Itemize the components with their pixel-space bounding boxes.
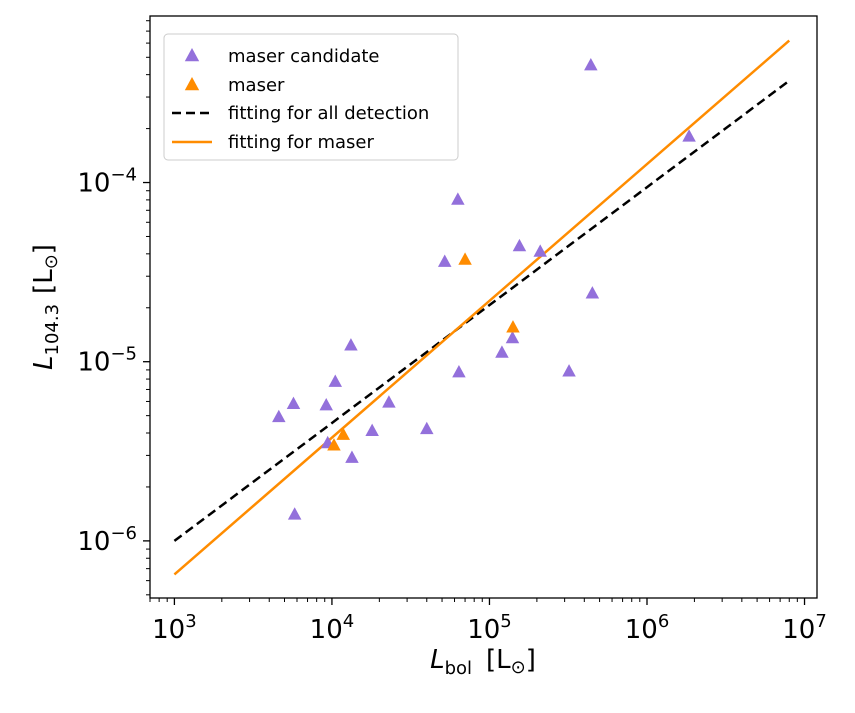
legend-item-fit-all: fitting for all detection [172,103,429,124]
fit-line-fitting-for-maser [173,39,791,576]
x-axis-label-main: L [430,645,445,675]
x-axis-label-sub: bol [445,658,472,679]
data-point-maser [506,320,520,333]
data-point-maser-candidate [585,286,600,299]
series-layer [173,39,791,576]
fit-line-fitting-for-all-detection [173,79,791,542]
legend-item-maser-candidate: maser candidate [184,46,380,67]
legend-item-fit-maser: fitting for maser [172,132,374,153]
y-tick-label: 10−5 [77,344,137,378]
data-point-maser-candidate [562,364,576,377]
x-tick-label: 107 [782,611,827,645]
data-point-maser-candidate [319,397,333,411]
data-point-maser-candidate [286,396,301,409]
data-point-maser [336,427,351,440]
y-axis-label-sub: 104.3 [42,304,63,356]
x-axis-label-unit-sub: ⊙ [511,657,526,678]
data-point-maser-candidate [365,423,379,436]
y-axis-label: L104.3 [L⊙] [29,244,63,370]
x-tick-label: 105 [467,611,512,645]
y-axis-label-unit-sub: ⊙ [41,254,62,269]
x-axis-label-unit-close: ] [526,645,536,675]
data-point-maser-candidate [512,238,527,252]
legend-label-fit-maser: fitting for maser [228,132,374,153]
data-point-maser-candidate [382,395,396,408]
x-axis-label: Lbol [L⊙] [430,645,536,679]
legend-box [163,33,459,161]
x-tick-label: 104 [310,611,355,645]
y-axis-label-unit-close: ] [29,244,59,254]
x-tick-label: 103 [152,611,197,645]
data-point-maser-candidate [345,450,359,463]
data-point-maser-candidate [420,421,434,435]
y-axis-label-main: L [29,355,59,370]
legend-item-maser: maser [184,75,285,96]
legend-label-fit-all: fitting for all detection [228,103,429,124]
data-point-maser-candidate [344,338,358,351]
legend-label-maser: maser [228,75,285,96]
x-axis-label-unit: [L [486,645,511,675]
data-point-maser [458,252,472,265]
plot-frame [149,15,818,599]
data-point-maser-candidate [451,192,465,205]
legend-marker-maser-candidate [184,48,200,62]
data-point-maser-candidate [328,374,343,387]
legend-marker-maser [184,77,200,91]
data-point-maser-candidate [452,365,466,378]
y-tick-label: 10−6 [77,523,137,557]
series-maser [327,252,520,451]
legend: maser candidate maser fitting for all de… [163,33,459,161]
legend-label-maser-candidate: maser candidate [228,46,380,67]
data-point-maser [327,438,341,451]
data-point-maser-candidate [495,345,509,358]
y-axis-label-unit: [L [29,269,59,294]
data-point-maser-candidate [533,244,547,257]
data-point-maser-candidate [505,330,520,344]
ticks-layer: 103 104 105 106 107 10−6 10−5 10−4 [77,20,827,645]
data-point-maser-candidate [584,57,598,71]
x-tick-label: 106 [625,611,670,645]
data-point-maser-candidate [272,409,286,423]
data-point-maser-candidate [437,254,452,267]
data-point-maser-candidate [682,129,696,142]
y-tick-label: 10−4 [77,165,137,199]
data-point-maser-candidate [287,507,302,520]
